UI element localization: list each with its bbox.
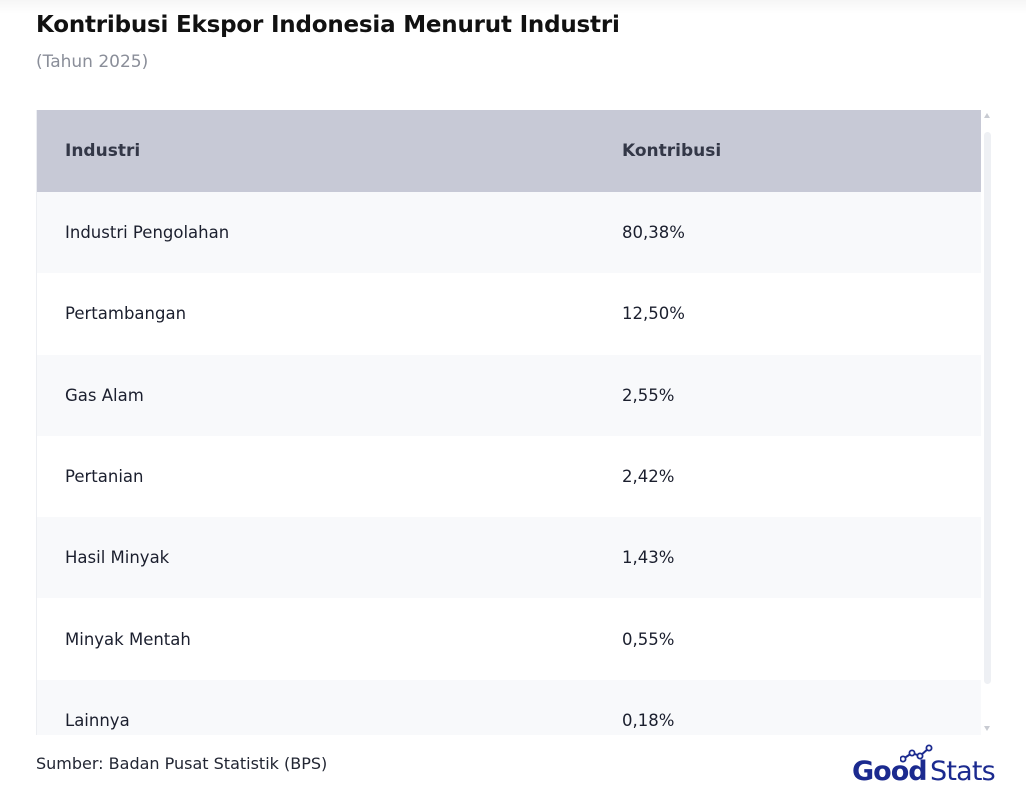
table-row: Minyak Mentah 0,55% xyxy=(37,598,981,680)
data-table[interactable]: Industri Kontribusi Industri Pengolahan 8… xyxy=(36,110,981,735)
cell-kontribusi: 80,38% xyxy=(622,223,685,243)
cell-industri: Gas Alam xyxy=(65,385,144,405)
page-title: Kontribusi Ekspor Indonesia Menurut Indu… xyxy=(36,12,620,38)
source-note: Sumber: Badan Pusat Statistik (BPS) xyxy=(36,754,328,773)
table-row: Hasil Minyak 1,43% xyxy=(37,517,981,599)
scroll-up-arrow-icon[interactable] xyxy=(984,113,990,118)
cell-kontribusi: 2,55% xyxy=(622,385,675,405)
table-row: Gas Alam 2,55% xyxy=(37,354,981,436)
cell-industri: Lainnya xyxy=(65,710,130,730)
logo-text-stats: Stats xyxy=(930,756,996,787)
goodstats-logo: Good Stats xyxy=(852,744,997,790)
cell-industri: Industri Pengolahan xyxy=(65,223,230,243)
table-row: Pertambangan 12,50% xyxy=(37,273,981,355)
cell-kontribusi: 0,18% xyxy=(622,710,675,730)
column-header-kontribusi: Kontribusi xyxy=(622,141,722,161)
cell-kontribusi: 0,55% xyxy=(622,629,675,649)
page-subtitle: (Tahun 2025) xyxy=(36,52,149,72)
table-row: Lainnya 0,18% xyxy=(37,679,981,735)
cell-industri: Hasil Minyak xyxy=(65,548,170,568)
table-row: Industri Pengolahan 80,38% xyxy=(37,192,981,274)
trend-line-icon xyxy=(900,744,933,763)
scroll-down-arrow-icon[interactable] xyxy=(984,726,990,731)
cell-kontribusi: 1,43% xyxy=(622,548,675,568)
cell-industri: Pertanian xyxy=(65,467,144,487)
cell-kontribusi: 2,42% xyxy=(622,467,675,487)
cell-industri: Minyak Mentah xyxy=(65,629,191,649)
scrollbar-thumb[interactable] xyxy=(984,132,991,684)
cell-kontribusi: 12,50% xyxy=(622,304,685,324)
table-header: Industri Kontribusi xyxy=(37,110,981,192)
table-row: Pertanian 2,42% xyxy=(37,435,981,518)
table-body: Industri Pengolahan 80,38% Pertambangan 12,… xyxy=(37,192,981,735)
table-scrollbar[interactable] xyxy=(983,110,992,735)
column-header-industri: Industri xyxy=(65,141,141,161)
logo-text-good: Good xyxy=(852,756,928,787)
cell-industri: Pertambangan xyxy=(65,304,187,324)
